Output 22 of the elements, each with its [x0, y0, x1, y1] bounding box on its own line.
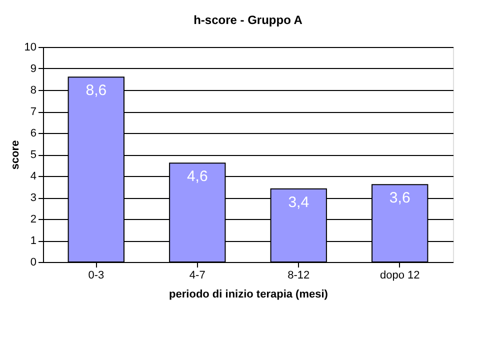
x-tick-label: 4-7 — [189, 270, 206, 282]
data-label: 4,6 — [186, 168, 208, 186]
y-tick-label: 3 — [30, 192, 36, 204]
y-tick-label: 8 — [30, 84, 36, 96]
y-tick-label: 7 — [30, 106, 36, 118]
data-label: 8,6 — [86, 82, 107, 100]
y-tick-label: 0 — [30, 256, 36, 268]
y-tick-label: 9 — [30, 63, 36, 75]
y-axis-title: score — [9, 140, 22, 170]
x-tick-label: 8-12 — [288, 270, 310, 282]
y-tick-label: 4 — [30, 170, 36, 182]
y-tick-label: 10 — [24, 42, 36, 54]
chart-title: h-score - Gruppo A — [194, 13, 303, 27]
data-label: 3,6 — [389, 190, 410, 207]
y-tick-label: 1 — [30, 235, 36, 247]
data-label: 3,4 — [288, 194, 310, 211]
x-tick-label: dopo 12 — [380, 270, 420, 282]
y-tick-label: 2 — [30, 214, 36, 226]
x-tick-label: 0-3 — [88, 270, 104, 282]
x-axis-title: periodo di inizio terapia (mesi) — [169, 288, 328, 300]
y-tick-label: 5 — [30, 149, 36, 161]
y-tick-label: 6 — [30, 128, 36, 140]
